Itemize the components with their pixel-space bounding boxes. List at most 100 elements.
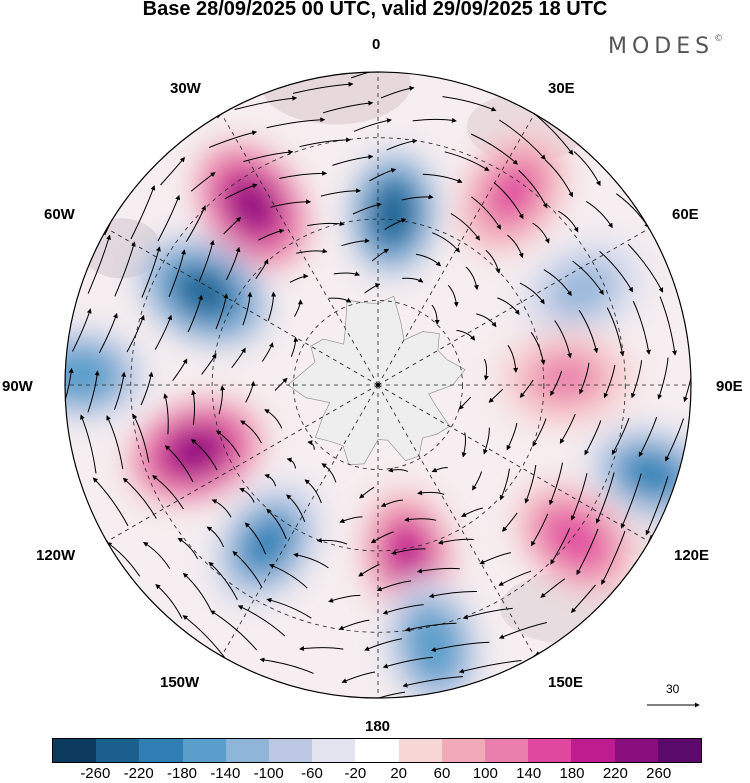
lon-label-120w: 120W: [36, 547, 76, 564]
colorbar-tick-label: -220: [123, 765, 154, 782]
colorbar-swatch: [312, 739, 356, 762]
lon-label-60w: 60W: [44, 206, 75, 223]
wind-vector: [415, 253, 442, 267]
wind-vector: [333, 271, 360, 276]
wind-vector: [245, 380, 256, 403]
wind-vector: [524, 465, 537, 504]
wind-vector: [519, 282, 545, 305]
wind-vector: [126, 314, 145, 353]
colorbar-tick-label: -140: [210, 765, 241, 782]
colorbar-swatch: [96, 739, 140, 762]
wind-vector: [316, 537, 348, 545]
wind-vector: [437, 538, 474, 545]
wind-vector: [157, 194, 180, 242]
wind-vector: [532, 418, 547, 447]
wind-vector: [380, 499, 403, 507]
wind-vector: [307, 221, 345, 227]
wind-vector: [405, 622, 457, 632]
wind-vector: [570, 473, 588, 521]
wind-vector: [270, 199, 312, 208]
wind-vector: [554, 320, 572, 359]
wind-vector: [472, 471, 482, 491]
wind-vector: [322, 100, 374, 114]
colorbar-swatch: [355, 739, 399, 762]
wind-vector: [239, 487, 255, 503]
lon-label-60e: 60E: [672, 206, 699, 223]
wind-vector: [578, 309, 599, 354]
wind-vector: [350, 72, 396, 79]
lon-label-30e: 30E: [548, 80, 575, 97]
negative-anomaly: [209, 479, 325, 609]
colorbar-tick-label: 140: [516, 765, 542, 782]
wind-vector: [430, 641, 490, 652]
wind-vector: [579, 362, 590, 395]
wind-vector: [177, 537, 199, 560]
wind-vector: [210, 610, 258, 651]
wind-vector: [558, 210, 579, 233]
wind-vector: [113, 371, 127, 410]
wind-vector: [447, 284, 459, 308]
wind-vector: [267, 291, 277, 321]
wind-vector: [163, 393, 169, 435]
wind-vector: [198, 239, 215, 282]
wind-vector: [461, 432, 467, 458]
colorbar-swatch: [485, 739, 529, 762]
wind-vector: [152, 475, 184, 510]
wind-vector: [211, 499, 232, 518]
lon-label-150w: 150W: [160, 674, 200, 691]
wind-vector: [341, 671, 376, 683]
wind-vector: [360, 691, 405, 698]
wind-vector: [264, 409, 283, 429]
wind-vector: [224, 183, 258, 200]
wind-vector: [530, 513, 549, 547]
colorbar-tick-label: 100: [472, 765, 498, 782]
wind-vector: [620, 473, 642, 529]
wind-vector: [182, 615, 228, 661]
wind-vector: [576, 528, 599, 576]
wind-vector: [369, 168, 397, 182]
lon-label-90w: 90W: [2, 378, 33, 395]
lon-label-30w: 30W: [170, 80, 201, 97]
wind-vector: [242, 291, 253, 326]
wind-vector: [292, 81, 354, 94]
wind-vector: [353, 118, 392, 132]
wind-vector: [106, 415, 124, 470]
wind-vector: [266, 117, 326, 129]
wind-vector: [550, 370, 563, 397]
wind-vector: [294, 701, 343, 703]
wind-vector: [231, 347, 246, 369]
positive-anomaly: [455, 128, 571, 257]
colorbar-swatch: [441, 739, 486, 762]
colorbar-swatch: [225, 739, 270, 762]
wind-vector: [586, 200, 613, 229]
wind-vector: [130, 185, 156, 240]
positive-anomaly: [127, 398, 264, 505]
wind-vector: [476, 313, 497, 328]
wind-vector: [352, 202, 382, 215]
parallel-circle: [293, 300, 463, 470]
wind-vector: [428, 590, 477, 599]
wind-vector: [422, 173, 463, 183]
wind-vector: [638, 417, 658, 458]
wind-vector: [572, 260, 604, 296]
wind-vector: [404, 516, 437, 522]
wind-vector: [209, 130, 258, 148]
wind-vector: [483, 358, 489, 381]
wind-reference-arrow: [647, 702, 700, 708]
wind-vector: [540, 578, 566, 598]
wind-vector: [307, 440, 315, 450]
wind-vector: [232, 551, 263, 588]
wind-vector: [65, 367, 74, 413]
wind-vector: [402, 676, 464, 688]
wind-vector: [257, 228, 285, 241]
wind-vector: [645, 476, 669, 536]
colorbar-swatch: [182, 739, 226, 762]
wind-vector: [187, 294, 203, 333]
wind-vector: [191, 389, 197, 426]
colorbar-swatch: [657, 739, 702, 762]
wind-vector: [657, 357, 669, 400]
brand-logo: MODES©: [608, 34, 724, 59]
wind-vector: [328, 594, 361, 603]
wind-vector: [595, 472, 615, 524]
